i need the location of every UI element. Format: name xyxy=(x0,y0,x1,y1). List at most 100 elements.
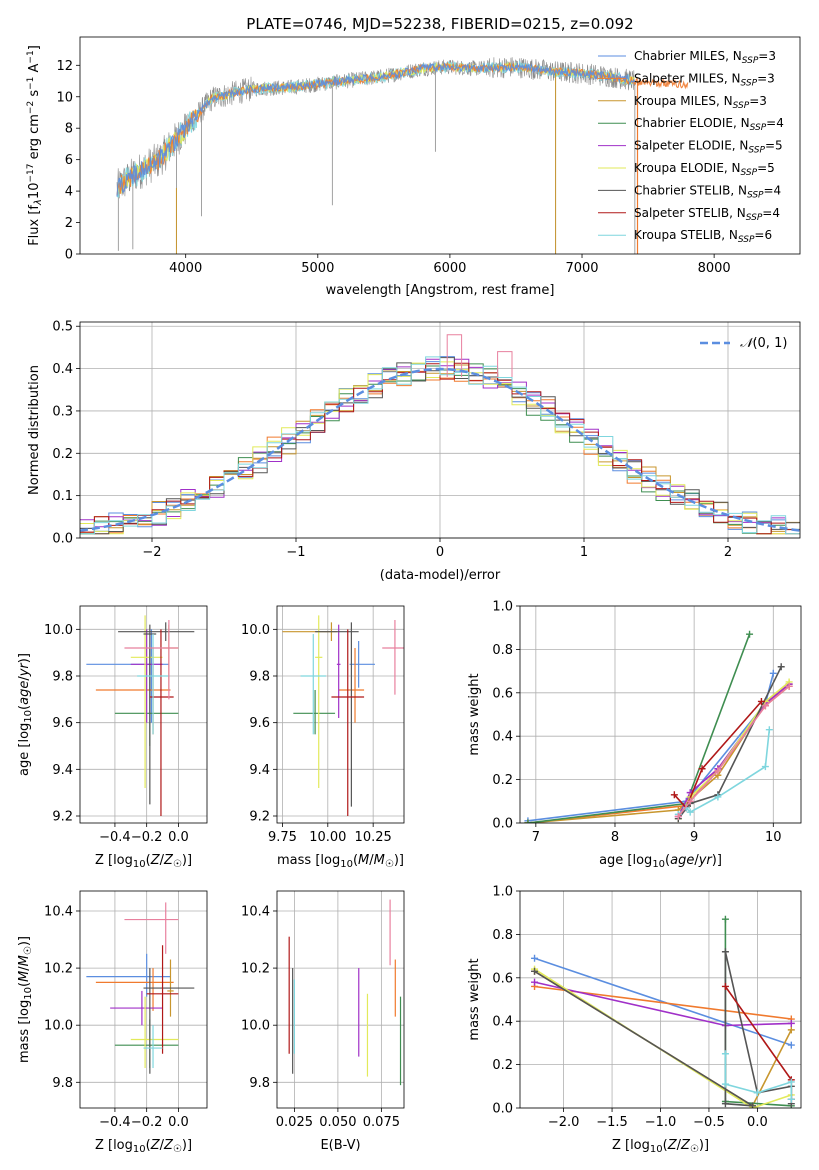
x-axis-label: E(B-V) xyxy=(320,1138,360,1153)
weight-marker xyxy=(721,1050,729,1058)
weight-series xyxy=(673,700,763,810)
y-tick-label: 10 xyxy=(56,90,73,105)
y-axis-label: mass weight xyxy=(467,958,482,1040)
weight-marker xyxy=(761,702,769,710)
y-axis-label: mass weight xyxy=(467,673,482,755)
hist-series xyxy=(80,356,800,535)
hist-series xyxy=(80,361,800,535)
weight-marker xyxy=(721,982,729,990)
x-axis-label: Z [log10(Z/Z☉)] xyxy=(95,853,192,870)
weight-marker xyxy=(787,1026,795,1034)
plot-area xyxy=(80,334,800,535)
y-tick-label: 0.8 xyxy=(492,928,513,943)
y-tick-label: 9.8 xyxy=(249,1076,270,1091)
weight-marker xyxy=(761,763,769,771)
panel-spectrum: 4000 5000 6000 7000 8000 0 2 4 6 8 10 12 wavelength … xyxy=(26,36,801,298)
y-axis-label: Flux [fλ10−17 erg cm−2 s−1 A−1] xyxy=(26,45,44,246)
weight-marker xyxy=(721,1100,729,1108)
weight-marker xyxy=(524,819,532,823)
y-axis-label: mass [log10(M/M☉)] xyxy=(17,936,34,1063)
x-tick-label: −1.5 xyxy=(596,1115,628,1130)
legend-label: Salpeter STELIB, NSSP=4 xyxy=(634,206,780,223)
y-tick-label: 0.2 xyxy=(492,773,513,788)
y-tick-label: 10.0 xyxy=(241,623,270,638)
panel-massweight_vs_age: 7 8 9 10 0.0 0.2 0.4 0.6 0.8 1.0 age [log10(age/yr… xyxy=(467,600,802,870)
x-tick-label: 10.25 xyxy=(355,830,392,845)
weight-marker xyxy=(686,797,694,805)
legend-label: Kroupa STELIB, NSSP=6 xyxy=(634,228,772,245)
weight-marker xyxy=(787,1041,795,1049)
y-tick-label: 0.3 xyxy=(52,404,73,419)
plot-area xyxy=(116,57,689,254)
y-tick-label: 0.2 xyxy=(52,447,73,462)
y-tick-label: 0.5 xyxy=(52,320,73,335)
y-tick-label: 6 xyxy=(65,153,73,168)
y-tick-label: 10.2 xyxy=(44,962,73,977)
y-tick-label: 0.4 xyxy=(492,1015,513,1030)
weight-marker xyxy=(686,808,694,816)
x-tick-label: 10.00 xyxy=(309,830,346,845)
y-tick-label: 2 xyxy=(65,216,73,231)
x-axis-label: Z [log10(Z/Z☉)] xyxy=(95,1138,192,1155)
panel-massweight_vs_Z: −2.0 −1.5 −1.0 −0.5 0.0 0.0 0.2 0.4 0.6 0.8 1.0 Z [… xyxy=(467,885,802,1155)
x-tick-label: −0.2 xyxy=(131,830,163,845)
axes-frame xyxy=(276,605,405,824)
y-tick-label: 10.0 xyxy=(44,623,73,638)
y-tick-label: 0.2 xyxy=(492,1058,513,1073)
x-tick-label: 8000 xyxy=(698,261,731,276)
legend-label: Salpeter ELODIE, NSSP=5 xyxy=(634,139,783,156)
hist-series xyxy=(446,334,463,378)
x-tick-label: 0.0 xyxy=(168,1115,189,1130)
plot-area xyxy=(531,915,795,1108)
weight-marker xyxy=(785,682,793,690)
x-tick-label: 8 xyxy=(611,830,619,845)
legend-label: Kroupa MILES, NSSP=3 xyxy=(634,94,767,111)
plot-area xyxy=(86,902,195,1074)
weight-marker xyxy=(787,1095,795,1103)
legend-label: Kroupa ELODIE, NSSP=5 xyxy=(634,161,775,178)
x-tick-label: 9.75 xyxy=(268,830,297,845)
x-tick-label: 0.050 xyxy=(319,1115,356,1130)
axes-frame xyxy=(519,890,802,1109)
figure-title: PLATE=0746, MJD=52238, FIBERID=0215, z=0… xyxy=(246,15,633,33)
weight-marker xyxy=(777,663,785,671)
weight-marker xyxy=(787,1019,795,1027)
y-tick-label: 12 xyxy=(56,59,73,74)
y-tick-label: 4 xyxy=(65,185,73,200)
y-tick-label: 10.4 xyxy=(241,904,270,919)
model-spectrum xyxy=(116,62,636,197)
y-tick-label: 9.4 xyxy=(52,763,73,778)
legend-label: 𝒩(0, 1) xyxy=(740,336,787,351)
weight-marker xyxy=(698,765,706,773)
axes-frame xyxy=(519,605,802,824)
weight-marker xyxy=(714,793,722,801)
axes-frame xyxy=(79,321,801,539)
panel-residual_hist: −2 −1 0 1 2 0.0 0.1 0.2 0.3 0.4 0.5 (data-model)/er… xyxy=(27,320,801,583)
y-tick-label: 0.0 xyxy=(492,817,513,832)
weight-marker xyxy=(670,791,678,799)
x-tick-label: 7 xyxy=(532,830,540,845)
y-tick-label: 0.0 xyxy=(492,1102,513,1117)
x-tick-label: 5000 xyxy=(301,261,334,276)
hist-series xyxy=(497,351,513,378)
x-axis-label: age [log10(age/yr)] xyxy=(599,853,722,870)
weight-marker xyxy=(721,948,729,956)
x-tick-label: 0.025 xyxy=(276,1115,313,1130)
x-tick-label: 0.075 xyxy=(363,1115,400,1130)
y-tick-label: 1.0 xyxy=(492,885,513,900)
y-tick-label: 9.6 xyxy=(249,716,270,731)
y-tick-label: 10.0 xyxy=(241,1019,270,1034)
x-tick-label: −2 xyxy=(142,545,161,560)
legend-label: Chabrier MILES, NSSP=3 xyxy=(634,49,776,66)
y-tick-label: 10.0 xyxy=(44,1019,73,1034)
weight-marker xyxy=(753,1089,761,1097)
x-tick-label: 9 xyxy=(690,830,698,845)
x-axis-label: Z [log10(Z/Z☉)] xyxy=(612,1138,709,1155)
x-tick-label: −1 xyxy=(286,545,305,560)
weight-marker xyxy=(749,1102,757,1108)
y-tick-label: 0.6 xyxy=(492,686,513,701)
x-tick-label: −0.2 xyxy=(131,1115,163,1130)
x-tick-label: 10 xyxy=(765,830,782,845)
y-tick-label: 0.4 xyxy=(52,362,73,377)
